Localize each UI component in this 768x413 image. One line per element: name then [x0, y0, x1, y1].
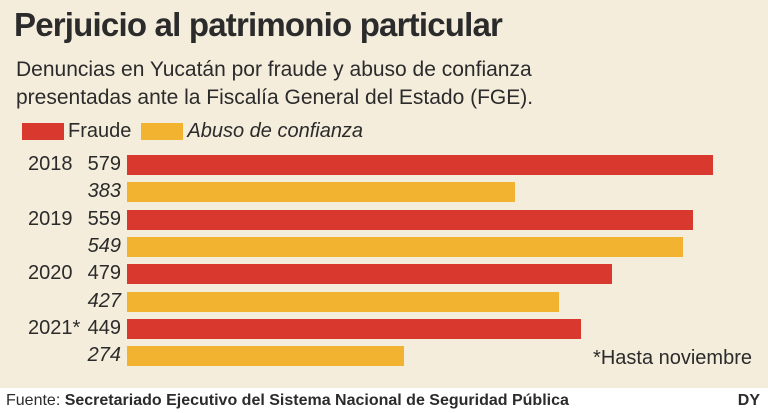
value-label-fraude: 449 [87, 316, 121, 339]
legend: Fraude Abuso de confianza [22, 120, 363, 143]
value-label-fraude: 479 [87, 262, 121, 285]
bar-abuso-2019 [127, 236, 683, 257]
value-label-abuso: 427 [87, 289, 121, 312]
bar-fraude-2019 [127, 209, 693, 230]
value-label-fraude: 579 [87, 153, 121, 175]
year-label: 2020 [28, 262, 73, 285]
footer: Fuente: Secretariado Ejecutivo del Siste… [0, 388, 768, 413]
legend-swatch-fraude [22, 123, 64, 140]
bar-abuso-2018 [127, 182, 515, 203]
legend-swatch-abuso [141, 123, 184, 140]
chart-note: *Hasta noviembre [593, 347, 752, 369]
year-label: 2018 [28, 153, 73, 175]
value-label-abuso: 383 [87, 180, 121, 203]
value-label-fraude: 559 [87, 207, 121, 230]
bar-abuso-2020 [127, 291, 560, 312]
credit: DY [737, 392, 760, 409]
subtitle-line-2: presentadas ante la Fiscalía General del… [16, 86, 534, 109]
bar-fraude-2018 [127, 155, 713, 175]
legend-label-abuso: Abuso de confianza [187, 120, 364, 142]
year-label: 2021* [28, 316, 81, 339]
year-label: 2019 [28, 207, 73, 230]
bar-abuso-2021* [127, 346, 405, 367]
chart-title: Perjuicio al patrimonio particular [14, 6, 503, 43]
bar-fraude-2020 [127, 264, 612, 285]
value-label-abuso: 274 [87, 344, 121, 367]
source-label: Fuente: [6, 392, 65, 409]
legend-label-fraude: Fraude [68, 120, 132, 142]
bar-chart: 2018 579 383 2019 559 549 2020 479 427 2021* 449 27… [0, 150, 768, 380]
source-text: Secretariado Ejecutivo del Sistema Nacio… [64, 392, 569, 409]
value-label-abuso: 549 [87, 234, 121, 257]
bar-fraude-2021* [127, 318, 582, 339]
subtitle-line-1: Denuncias en Yucatán por fraude y abuso … [16, 58, 532, 81]
